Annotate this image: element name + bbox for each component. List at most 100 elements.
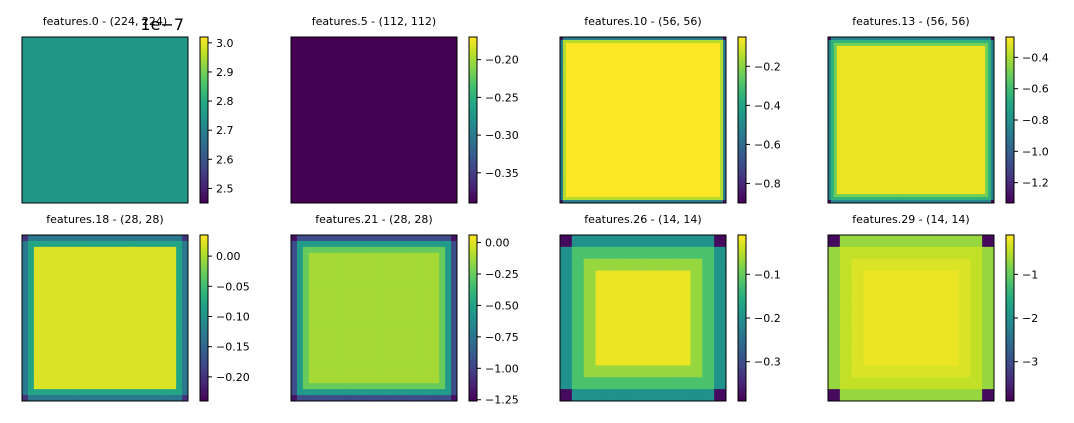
heatmap-cell	[574, 81, 579, 85]
heatmap-cell	[565, 75, 570, 79]
heatmap-cell	[586, 37, 591, 41]
heatmap-cell	[589, 114, 593, 118]
heatmap-cell	[833, 51, 838, 56]
heatmap-cell	[919, 84, 924, 88]
heatmap-cell	[687, 161, 691, 165]
heatmap-cell	[628, 105, 632, 109]
colorbar-segment	[738, 114, 746, 118]
heatmap-cell	[601, 75, 605, 79]
heatmap-cell	[828, 51, 832, 56]
heatmap-cell	[988, 93, 992, 97]
heatmap-cell	[601, 72, 605, 76]
heatmap-cell	[604, 143, 608, 148]
heatmap-cell	[666, 149, 671, 153]
heatmap-cell	[586, 45, 591, 50]
heatmap-cell	[828, 84, 832, 88]
heatmap-cell	[681, 99, 685, 103]
heatmap-cell	[976, 84, 980, 88]
heatmap-cell	[634, 72, 638, 76]
heatmap-cell	[669, 102, 674, 106]
heatmap-cell	[708, 164, 712, 168]
heatmap-cell	[967, 75, 971, 79]
heatmap-cell	[577, 81, 582, 85]
heatmap-cell	[931, 117, 936, 121]
heatmap-cell	[961, 105, 965, 109]
heatmap-cell	[845, 39, 850, 44]
heatmap-cell	[669, 42, 674, 47]
heatmap-cell	[619, 161, 623, 165]
heatmap-cell	[598, 176, 602, 180]
heatmap-cell	[964, 114, 968, 118]
heatmap-cell	[669, 161, 674, 165]
heatmap-cell	[878, 90, 882, 94]
colorbar-segment	[469, 92, 477, 96]
heatmap-cell	[958, 42, 962, 47]
heatmap-cell	[651, 78, 656, 82]
heatmap-cell	[881, 105, 885, 109]
heatmap-cell	[699, 90, 703, 94]
heatmap-cell	[622, 200, 626, 204]
heatmap-cell	[660, 161, 665, 165]
heatmap-cell	[696, 161, 700, 165]
heatmap-cell	[690, 63, 694, 68]
heatmap-cell	[592, 188, 596, 192]
heatmap-cell	[595, 155, 599, 159]
heatmap-cell	[958, 78, 962, 82]
heatmap-cell	[851, 108, 856, 112]
heatmap-cell	[560, 173, 564, 177]
heatmap-cell	[940, 87, 944, 91]
heatmap-cell	[887, 37, 891, 41]
heatmap-cell	[687, 81, 691, 85]
heatmap-cell	[723, 93, 727, 97]
heatmap-cell	[854, 114, 859, 118]
heatmap-cell	[607, 143, 611, 148]
subplot-2: features.10 - (56, 56)−0.2−0.4−0.6−0.8	[559, 15, 781, 204]
heatmap-cell	[925, 96, 930, 100]
heatmap-cell	[708, 72, 712, 76]
heatmap-cell	[604, 120, 608, 124]
heatmap-cell	[705, 111, 709, 115]
heatmap-cell	[631, 57, 635, 62]
heatmap-cell	[702, 179, 706, 183]
heatmap-cell	[672, 105, 676, 109]
heatmap-cell	[622, 143, 626, 148]
heatmap-cell	[985, 75, 989, 79]
heatmap-cell	[607, 54, 611, 59]
heatmap-cell	[595, 149, 599, 153]
heatmap-cell	[851, 114, 856, 118]
heatmap-cell	[696, 69, 700, 73]
heatmap-cell	[854, 42, 859, 47]
heatmap-cell	[717, 45, 721, 50]
heatmap-cell	[625, 164, 629, 168]
heatmap-cell	[645, 51, 650, 56]
heatmap-cell	[565, 140, 570, 145]
heatmap-cell	[631, 72, 635, 76]
colorbar-segment	[738, 81, 746, 85]
heatmap-cell	[872, 69, 876, 73]
colorbar-segment	[738, 84, 746, 88]
heatmap-cell	[690, 161, 694, 165]
heatmap-cell	[720, 54, 724, 59]
heatmap-cell	[902, 37, 906, 41]
heatmap-cell	[657, 194, 662, 198]
heatmap-cell	[657, 81, 662, 85]
heatmap-cell	[562, 96, 567, 100]
heatmap-cell	[893, 69, 897, 73]
heatmap-cell	[699, 93, 703, 97]
heatmap-cell	[583, 155, 588, 159]
heatmap-cell	[604, 200, 608, 204]
heatmap-cell	[610, 51, 614, 56]
heatmap-cell	[702, 125, 706, 130]
heatmap-cell	[684, 146, 688, 151]
heatmap-cell	[613, 102, 617, 106]
heatmap-cell	[702, 66, 706, 70]
heatmap-cell	[666, 131, 671, 136]
heatmap-cell	[625, 188, 629, 192]
heatmap-cell	[577, 111, 582, 115]
heatmap-cell	[640, 60, 644, 65]
heatmap-cell	[681, 108, 685, 112]
heatmap-cell	[690, 125, 694, 130]
heatmap-cell	[931, 111, 936, 115]
heatmap-cell	[681, 191, 685, 195]
heatmap-cell	[568, 81, 573, 85]
